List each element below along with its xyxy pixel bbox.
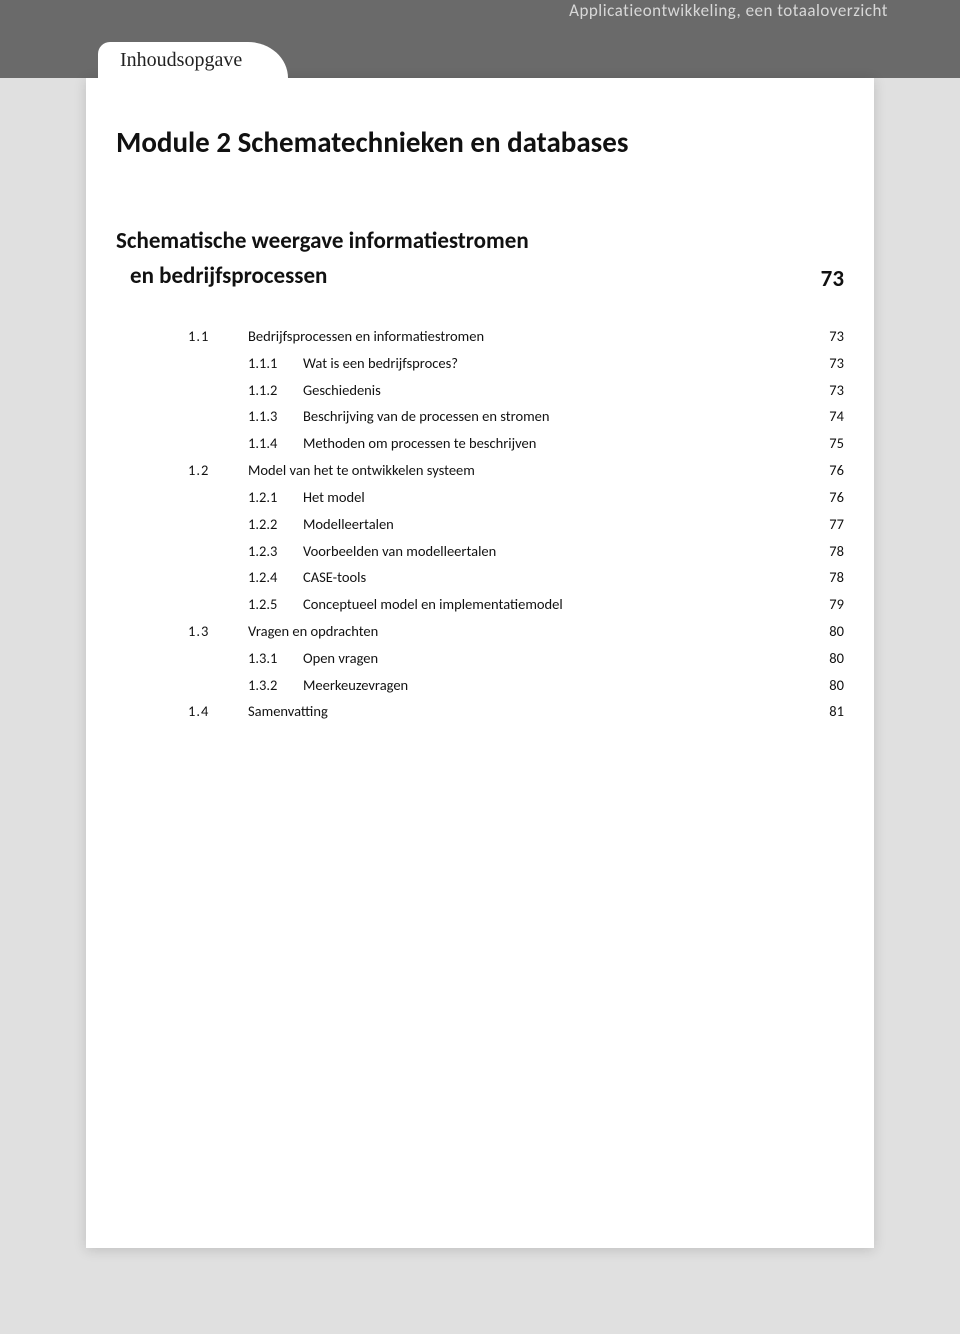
book-title: Applicatieontwikkeling, een totaaloverzi… bbox=[569, 0, 888, 21]
toc-section: 1.3Vragen en opdrachten80 bbox=[116, 618, 844, 645]
toc-section-page: 81 bbox=[804, 698, 844, 725]
toc-subsection-title: Modelleertalen bbox=[303, 511, 804, 538]
toc-section-number: 1.3 bbox=[116, 618, 248, 645]
toc-subsection-number: 1.3.1 bbox=[248, 645, 303, 672]
toc-section: 1.2Model van het te ontwikkelen systeem7… bbox=[116, 457, 844, 484]
toc-section-title: Bedrijfsprocessen en informatiestromen bbox=[248, 323, 804, 350]
toc-section: 1.4Samenvatting81 bbox=[116, 698, 844, 725]
toc-subsection-number: 1.1.2 bbox=[248, 377, 303, 404]
toc-subsection: 1.2.1Het model76 bbox=[116, 484, 844, 511]
toc-subsection-title: Meerkeuzevragen bbox=[303, 672, 804, 699]
toc-section-page: 76 bbox=[804, 457, 844, 484]
toc-subsection-number: 1.3.2 bbox=[248, 672, 303, 699]
toc-subsection-page: 75 bbox=[804, 430, 844, 457]
toc-section-title: Vragen en opdrachten bbox=[248, 618, 804, 645]
toc-section-number: 1.2 bbox=[116, 457, 248, 484]
toc-subsection: 1.2.2Modelleertalen77 bbox=[116, 511, 844, 538]
toc-subsection-number: 1.1.1 bbox=[248, 350, 303, 377]
toc-subsection: 1.3.2Meerkeuzevragen80 bbox=[116, 672, 844, 699]
toc-section-page: 80 bbox=[804, 618, 844, 645]
toc-subsection: 1.1.3Beschrijving van de processen en st… bbox=[116, 403, 844, 430]
toc-section-number: 1.1 bbox=[116, 323, 248, 350]
toc-section-title: Samenvatting bbox=[248, 698, 804, 725]
toc-subsection-title: Het model bbox=[303, 484, 804, 511]
toc-subsection-title: Open vragen bbox=[303, 645, 804, 672]
toc-subsection: 1.2.3Voorbeelden van modelleertalen78 bbox=[116, 538, 844, 565]
toc-subsection-number: 1.2.5 bbox=[248, 591, 303, 618]
chapter-heading-row: Schematische weergave informatiestromen … bbox=[116, 224, 844, 293]
toc-section-number: 1.4 bbox=[116, 698, 248, 725]
chapter-page-number: 73 bbox=[821, 265, 844, 293]
toc-subsection-number: 1.1.4 bbox=[248, 430, 303, 457]
toc-subsection: 1.3.1Open vragen80 bbox=[116, 645, 844, 672]
toc-subsection-number: 1.2.3 bbox=[248, 538, 303, 565]
toc-subsection-page: 77 bbox=[804, 511, 844, 538]
toc-subsection-page: 80 bbox=[804, 672, 844, 699]
toc-subsection: 1.2.4CASE-tools78 bbox=[116, 564, 844, 591]
toc-subsection-number: 1.1.3 bbox=[248, 403, 303, 430]
toc-section-title: Model van het te ontwikkelen systeem bbox=[248, 457, 804, 484]
toc-subsection-page: 74 bbox=[804, 403, 844, 430]
toc-section-page: 73 bbox=[804, 323, 844, 350]
toc-subsection-page: 73 bbox=[804, 377, 844, 404]
toc-subsection: 1.2.5Conceptueel model en implementatiem… bbox=[116, 591, 844, 618]
toc-subsection-title: Geschiedenis bbox=[303, 377, 804, 404]
toc-tab: Inhoudsopgave bbox=[98, 42, 288, 78]
toc-subsection-number: 1.2.1 bbox=[248, 484, 303, 511]
chapter-title-line1: Schematische weergave informatiestromen bbox=[116, 227, 529, 255]
table-of-contents: 1.1Bedrijfsprocessen en informatiestrome… bbox=[116, 323, 844, 725]
toc-subsection: 1.1.2Geschiedenis73 bbox=[116, 377, 844, 404]
toc-section: 1.1Bedrijfsprocessen en informatiestrome… bbox=[116, 323, 844, 350]
toc-subsection-page: 78 bbox=[804, 538, 844, 565]
toc-subsection-page: 78 bbox=[804, 564, 844, 591]
toc-subsection-title: Conceptueel model en implementatiemodel bbox=[303, 591, 804, 618]
toc-subsection-page: 73 bbox=[804, 350, 844, 377]
toc-subsection-number: 1.2.4 bbox=[248, 564, 303, 591]
toc-subsection: 1.1.1Wat is een bedrijfsproces?73 bbox=[116, 350, 844, 377]
toc-subsection-title: Wat is een bedrijfsproces? bbox=[303, 350, 804, 377]
document-page: Inhoudsopgave Module 2 Schematechnieken … bbox=[86, 78, 874, 1248]
chapter-title-line2: en bedrijfsprocessen bbox=[116, 259, 821, 294]
toc-subsection-page: 79 bbox=[804, 591, 844, 618]
chapter-title-block: Schematische weergave informatiestromen … bbox=[116, 224, 821, 293]
toc-subsection-page: 76 bbox=[804, 484, 844, 511]
module-title: Module 2 Schematechnieken en databases bbox=[116, 124, 844, 160]
toc-subsection-title: Methoden om processen te beschrijven bbox=[303, 430, 804, 457]
toc-subsection: 1.1.4Methoden om processen te beschrijve… bbox=[116, 430, 844, 457]
toc-subsection-number: 1.2.2 bbox=[248, 511, 303, 538]
toc-subsection-page: 80 bbox=[804, 645, 844, 672]
toc-subsection-title: Beschrijving van de processen en stromen bbox=[303, 403, 804, 430]
toc-subsection-title: CASE-tools bbox=[303, 564, 804, 591]
toc-subsection-title: Voorbeelden van modelleertalen bbox=[303, 538, 804, 565]
